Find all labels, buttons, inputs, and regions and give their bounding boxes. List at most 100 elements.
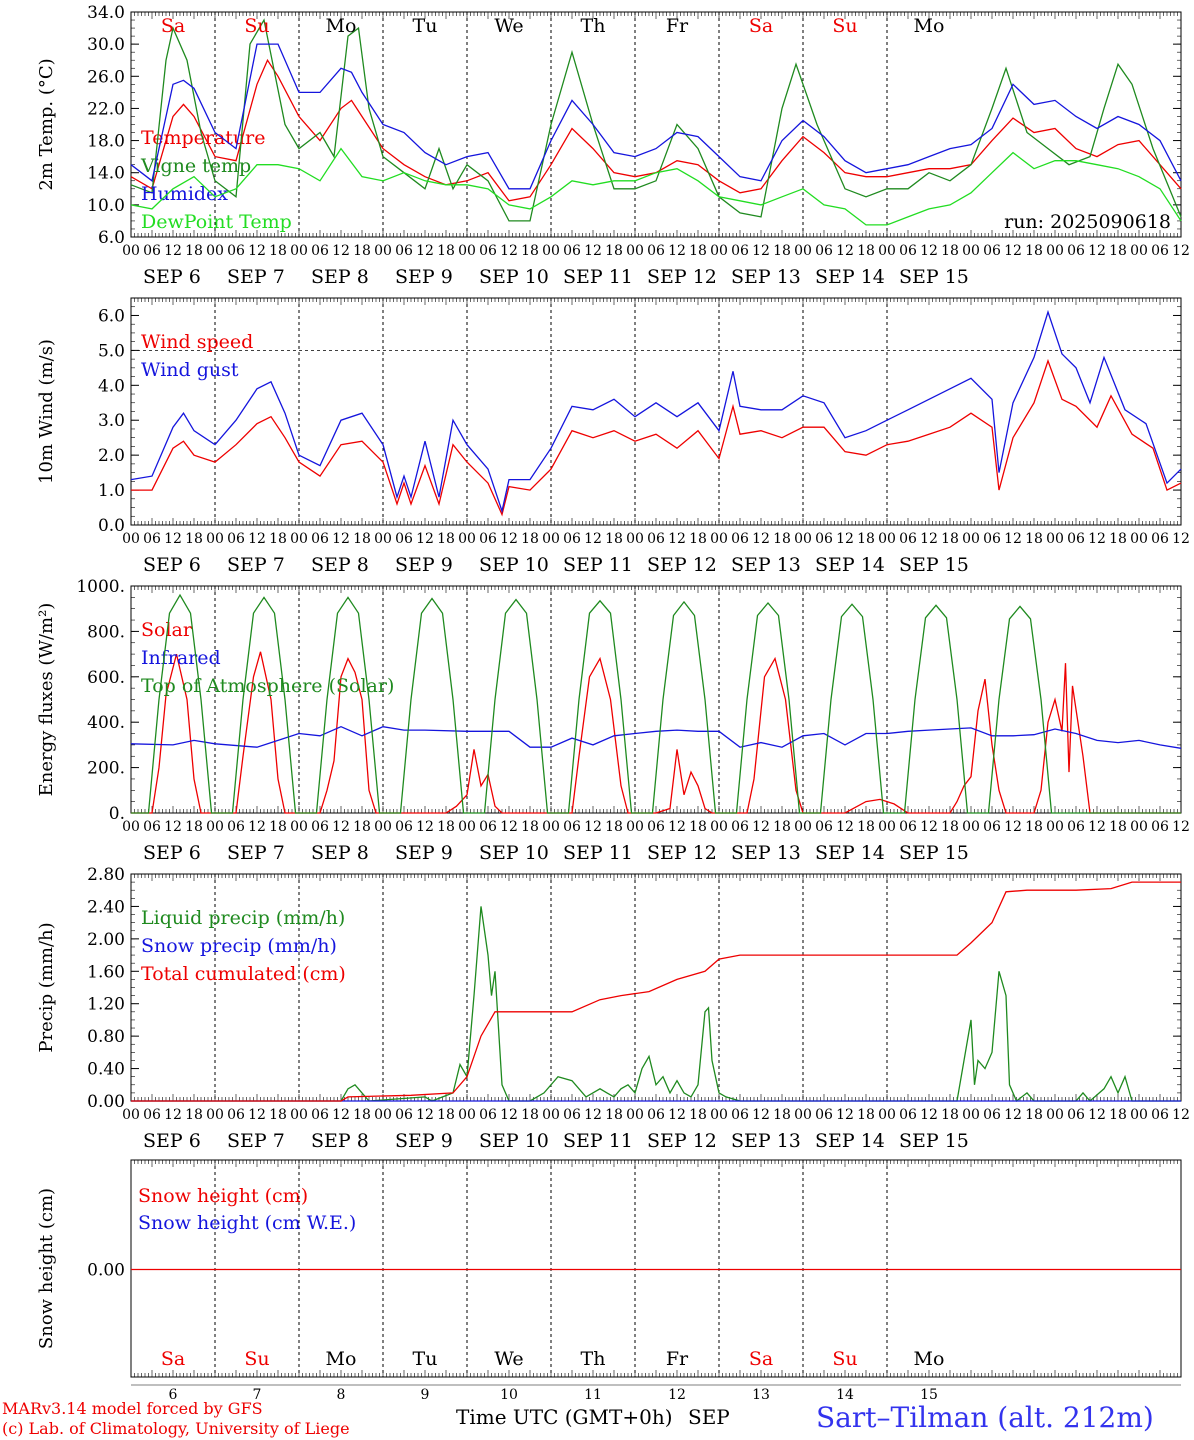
- hour-label: 18: [185, 819, 203, 835]
- y-tick-label: 0.00: [87, 1261, 125, 1281]
- hour-label: 06: [1151, 531, 1169, 547]
- panel-4: 0.00 0.40 0.80 1.20 1.60 2.00 2.40 2.80 Precip (…: [36, 865, 1190, 1152]
- day-number: 11: [584, 1387, 602, 1403]
- hour-label: 00: [1130, 819, 1148, 835]
- hour-label: 06: [731, 1107, 749, 1123]
- y-tick-label: 1.60: [87, 962, 125, 982]
- hour-label: 12: [1172, 819, 1190, 835]
- hour-label: 12: [752, 819, 770, 835]
- hour-label: 06: [983, 243, 1001, 259]
- hour-label: 06: [983, 819, 1001, 835]
- hour-label: 00: [458, 1107, 476, 1123]
- hour-label: 00: [542, 1107, 560, 1123]
- y-tick-label: 200.: [87, 759, 125, 779]
- hour-label: 00: [878, 819, 896, 835]
- panel-2: 0.0 1.0 2.0 3.0 4.0 5.0 6.0 10m Wind (m/s) Wind …: [36, 297, 1190, 576]
- hour-label: 18: [857, 1107, 875, 1123]
- hour-label: 06: [227, 531, 245, 547]
- hour-label: 06: [1067, 819, 1085, 835]
- y-tick-label: 5.0: [98, 341, 125, 361]
- hour-label: 06: [479, 531, 497, 547]
- hour-label: 18: [521, 243, 539, 259]
- y-tick-label: 18.0: [87, 132, 125, 152]
- y-tick-label: 1000.: [76, 577, 125, 597]
- hour-label: 06: [311, 1107, 329, 1123]
- panel-frame: [130, 297, 1182, 526]
- weekday-label: Tu: [413, 15, 438, 37]
- hour-label: 12: [248, 1107, 266, 1123]
- hour-label: 12: [416, 819, 434, 835]
- hour-label: 00: [206, 531, 224, 547]
- weekday-label: Mo: [914, 15, 945, 37]
- weekday-label: Sa: [161, 1348, 185, 1370]
- hour-label: 00: [290, 819, 308, 835]
- hour-label: 12: [164, 1107, 182, 1123]
- hour-label: 18: [185, 243, 203, 259]
- hour-label: 00: [878, 531, 896, 547]
- hour-label: 06: [1151, 243, 1169, 259]
- hour-label: 00: [1046, 1107, 1064, 1123]
- hour-label: 18: [605, 1107, 623, 1123]
- hour-label: 00: [794, 819, 812, 835]
- x-axis-month: SEP: [688, 1405, 730, 1429]
- weekday-label: Sa: [749, 15, 773, 37]
- hour-label: 12: [416, 243, 434, 259]
- hour-label: 12: [1088, 1107, 1106, 1123]
- hour-label: 18: [1025, 1107, 1043, 1123]
- hour-label: 00: [1130, 531, 1148, 547]
- hour-label: 12: [332, 1107, 350, 1123]
- date-label: SEP 9: [395, 266, 453, 288]
- y-tick-label: 4.0: [98, 376, 125, 396]
- legend-entry: Infrared: [141, 647, 221, 669]
- hour-label: 06: [563, 819, 581, 835]
- hour-label: 06: [731, 819, 749, 835]
- hour-label: 06: [731, 243, 749, 259]
- hour-label: 00: [122, 531, 140, 547]
- hour-label: 12: [332, 243, 350, 259]
- hour-label: 12: [500, 243, 518, 259]
- date-label: SEP 11: [563, 842, 633, 864]
- hour-label: 18: [353, 1107, 371, 1123]
- hour-label: 00: [1130, 243, 1148, 259]
- hour-label: 06: [143, 531, 161, 547]
- y-axis-label: Snow height (cm): [36, 1188, 57, 1349]
- hour-label: 06: [311, 243, 329, 259]
- hour-label: 06: [815, 1107, 833, 1123]
- date-label: SEP 15: [899, 1130, 969, 1152]
- hour-label: 06: [815, 531, 833, 547]
- legend-entry: Vigne temp: [140, 155, 251, 177]
- hour-label: 06: [815, 243, 833, 259]
- hour-label: 00: [1046, 819, 1064, 835]
- hour-label: 12: [836, 531, 854, 547]
- date-label: SEP 6: [143, 266, 201, 288]
- hour-label: 18: [437, 243, 455, 259]
- hour-label: 00: [122, 1107, 140, 1123]
- legend-entry: Top of Atmosphere (Solar): [141, 675, 394, 697]
- hour-label: 12: [584, 243, 602, 259]
- legend-entry: Total cumulated (cm): [141, 963, 346, 985]
- run-annotation: run: 2025090618: [1004, 211, 1171, 233]
- weekday-label: Mo: [326, 15, 357, 37]
- hour-label: 12: [416, 1107, 434, 1123]
- date-label: SEP 15: [899, 842, 969, 864]
- hour-label: 18: [1109, 243, 1127, 259]
- date-label: SEP 14: [815, 1130, 885, 1152]
- hour-label: 00: [290, 531, 308, 547]
- hour-label: 00: [1046, 531, 1064, 547]
- weekday-label: We: [494, 15, 523, 37]
- hour-label: 00: [458, 531, 476, 547]
- hour-label: 18: [437, 531, 455, 547]
- hour-label: 06: [1067, 1107, 1085, 1123]
- hour-label: 12: [1004, 819, 1022, 835]
- panel-3: 0. 200. 400. 600. 800. 1000. Energy fluxes (W/…: [36, 577, 1190, 864]
- hour-label: 12: [752, 1107, 770, 1123]
- date-label: SEP 7: [227, 842, 285, 864]
- hour-label: 18: [689, 1107, 707, 1123]
- hour-label: 18: [1109, 531, 1127, 547]
- date-label: SEP 10: [479, 842, 549, 864]
- date-label: SEP 7: [227, 1130, 285, 1152]
- hour-label: 06: [311, 531, 329, 547]
- series-line-wind-speed: [131, 358, 1182, 517]
- weekday-label: Mo: [914, 1348, 945, 1370]
- hour-label: 00: [206, 819, 224, 835]
